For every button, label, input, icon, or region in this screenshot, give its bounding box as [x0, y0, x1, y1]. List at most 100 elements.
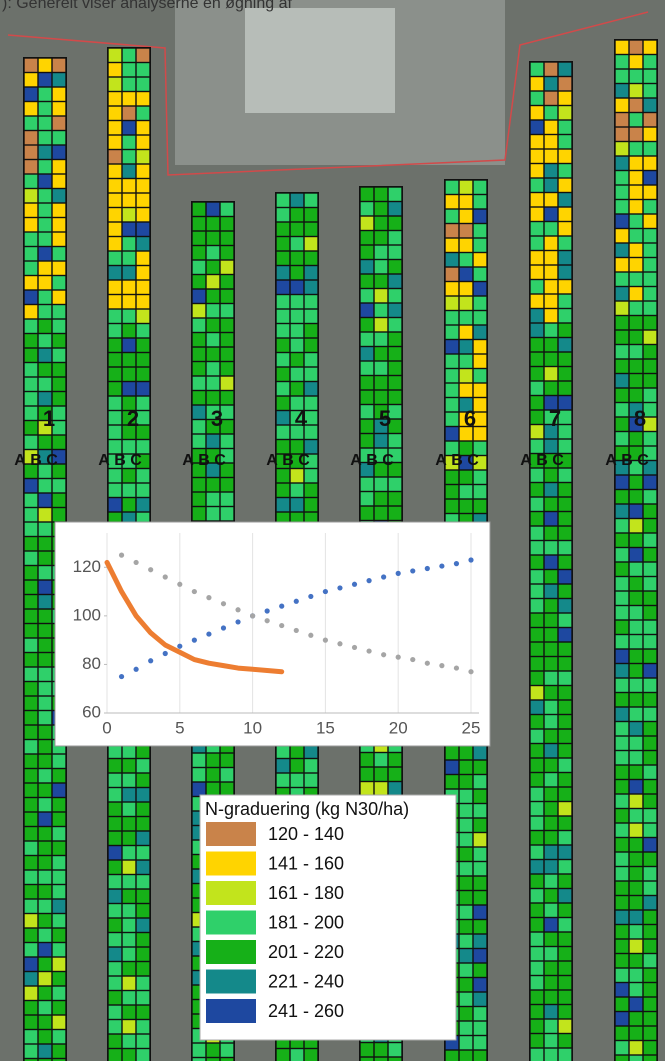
plot-cell: [473, 296, 487, 310]
plot-cell: [459, 412, 473, 426]
plot-cell: [530, 338, 544, 352]
plot-cell: [629, 287, 643, 301]
plot-cell: [643, 707, 657, 721]
plot-cell: [530, 976, 544, 990]
plot-cell: [473, 978, 487, 992]
column-label: A: [520, 452, 532, 469]
plot-cell: [24, 145, 38, 159]
plot-cell: [304, 367, 318, 381]
plot-cell: [24, 972, 38, 986]
plot-cell: [38, 1059, 52, 1061]
plot-cell: [304, 295, 318, 309]
plot-cell: [136, 831, 150, 845]
plot-cell: [643, 867, 657, 881]
plot-cell: [374, 753, 388, 767]
plot-cell: [629, 461, 643, 475]
plot-cell: [24, 928, 38, 942]
plot-cell: [122, 208, 136, 222]
plot-cell: [544, 787, 558, 801]
plot-cell: [108, 106, 122, 120]
plot-cell: [122, 309, 136, 323]
plot-cell: [206, 405, 220, 419]
plot-cell: [360, 434, 374, 448]
plot-cell: [122, 396, 136, 410]
plot-cell: [445, 760, 459, 774]
plot-cell: [304, 744, 318, 758]
plot-cell: [530, 787, 544, 801]
plot-cell: [459, 833, 473, 847]
plot-cell: [544, 584, 558, 598]
plot-cell: [136, 353, 150, 367]
plot-cell: [52, 986, 66, 1000]
column-label: C: [130, 452, 142, 469]
plot-cell: [629, 838, 643, 852]
plot-cell: [530, 280, 544, 294]
plot-cell: [643, 968, 657, 982]
plot-cell: [192, 333, 206, 347]
plot-cell: [459, 978, 473, 992]
plot-cell: [558, 207, 572, 221]
plot-cell: [530, 874, 544, 888]
plot-cell: [122, 1020, 136, 1034]
plot-cell: [558, 976, 572, 990]
plot-cell: [304, 469, 318, 483]
plot-cell: [374, 477, 388, 491]
data-point: [366, 648, 372, 654]
plot-cell: [108, 367, 122, 381]
plot-cell: [643, 55, 657, 69]
plot-cell: [530, 642, 544, 656]
plot-cell: [459, 934, 473, 948]
plot-cell: [544, 106, 558, 120]
data-point: [148, 567, 154, 573]
plot-cell: [108, 469, 122, 483]
plot-cell: [615, 838, 629, 852]
data-point: [250, 613, 256, 619]
plot-cell: [544, 903, 558, 917]
plot-cell: [388, 767, 402, 781]
plot-cell: [558, 584, 572, 598]
plot-cell: [108, 92, 122, 106]
plot-cell: [52, 102, 66, 116]
plot-cell: [544, 831, 558, 845]
plot-cell: [304, 222, 318, 236]
plot-cell: [629, 446, 643, 460]
plot-cell: [122, 280, 136, 294]
plot-cell: [459, 949, 473, 963]
plot-cell: [530, 744, 544, 758]
plot-cell: [473, 1036, 487, 1050]
plot-cell: [473, 441, 487, 455]
plot-cell: [530, 207, 544, 221]
plot-cell: [304, 411, 318, 425]
plot-cell: [360, 448, 374, 462]
plot-cell: [192, 362, 206, 376]
plot-cell: [643, 693, 657, 707]
plot-cell: [530, 164, 544, 178]
plot-cell: [629, 200, 643, 214]
plot-cell: [220, 289, 234, 303]
plot-cell: [304, 280, 318, 294]
plot-cell: [220, 391, 234, 405]
plot-cell: [290, 367, 304, 381]
plot-cell: [615, 983, 629, 997]
plot-cell: [290, 759, 304, 773]
plot-cell: [52, 957, 66, 971]
plot-cell: [290, 309, 304, 323]
plot-cell: [643, 127, 657, 141]
plot-cell: [24, 711, 38, 725]
plot-cell: [38, 116, 52, 130]
plot-cell: [360, 361, 374, 375]
plot-cell: [38, 508, 52, 522]
plot-cell: [558, 149, 572, 163]
plot-cell: [629, 388, 643, 402]
plot-cell: [629, 983, 643, 997]
column-label: C: [298, 452, 310, 469]
plot-cell: [122, 469, 136, 483]
plot-cell: [643, 519, 657, 533]
strip-label: 4: [295, 406, 308, 431]
plot-cell: [643, 98, 657, 112]
plot-cell: [38, 348, 52, 362]
plot-cell: [530, 860, 544, 874]
plot-cell: [629, 649, 643, 663]
plot-cell: [52, 1001, 66, 1015]
plot-cell: [38, 682, 52, 696]
